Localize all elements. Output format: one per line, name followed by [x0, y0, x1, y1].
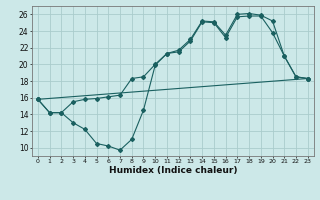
- X-axis label: Humidex (Indice chaleur): Humidex (Indice chaleur): [108, 166, 237, 175]
